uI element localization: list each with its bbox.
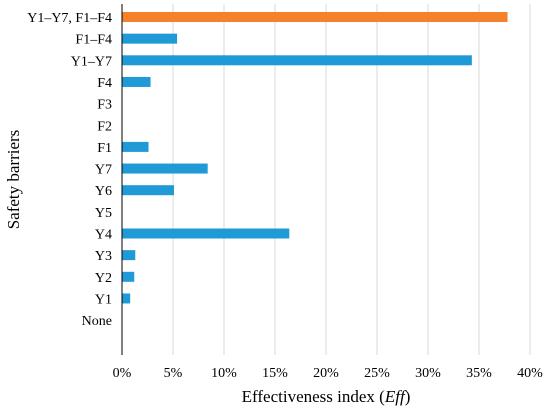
bars	[122, 12, 508, 304]
x-axis-title: Effectiveness index (Eff)	[242, 387, 411, 406]
bar-12	[122, 271, 135, 282]
bar-0	[122, 12, 508, 22]
bar-7	[122, 163, 208, 174]
x-axis-title-suffix: )	[405, 387, 411, 406]
bar-2	[122, 55, 472, 66]
y-axis-title: Safety barriers	[4, 130, 23, 230]
bar-6	[122, 141, 149, 152]
y-tick-label-8: Y6	[95, 184, 112, 199]
bar-10	[122, 228, 290, 239]
x-tick-label-2: 10%	[211, 366, 237, 381]
y-tick-label-2: Y1–Y7	[71, 54, 112, 69]
x-axis-title-em: Eff	[384, 387, 407, 406]
x-tick-labels: 0% 5% 10% 15% 20% 25% 30% 35% 40%	[113, 366, 544, 381]
y-tick-label-7: Y7	[95, 163, 112, 178]
x-axis-title-prefix: Effectiveness index (	[242, 387, 386, 406]
x-tick-label-7: 35%	[466, 366, 492, 381]
y-tick-label-11: Y3	[95, 249, 112, 264]
y-tick-label-14: None	[82, 314, 112, 329]
x-tick-label-0: 0%	[113, 366, 132, 381]
bar-8	[122, 185, 175, 196]
y-tick-label-4: F3	[97, 98, 112, 113]
bar-1	[122, 33, 178, 44]
y-tick-label-5: F2	[97, 119, 112, 134]
x-tick-label-5: 25%	[364, 366, 390, 381]
y-tick-label-1: F1–F4	[75, 33, 112, 48]
y-tick-labels: Y1–Y7, F1–F4 F1–F4 Y1–Y7 F4 F3 F2 F1 Y7 Y6 Y5 Y4 Y3…	[27, 11, 112, 329]
bar-11	[122, 250, 136, 261]
y-tick-label-0: Y1–Y7, F1–F4	[27, 11, 112, 26]
y-tick-label-6: F1	[97, 141, 112, 156]
x-tick-label-8: 40%	[517, 366, 543, 381]
x-tick-label-3: 15%	[262, 366, 288, 381]
bar-13	[122, 293, 131, 304]
x-tick-label-4: 20%	[313, 366, 339, 381]
x-tick-label-1: 5%	[164, 366, 183, 381]
y-tick-label-10: Y4	[95, 228, 112, 243]
y-tick-label-9: Y5	[95, 206, 112, 221]
y-tick-label-12: Y2	[95, 271, 112, 286]
y-tick-label-3: F4	[97, 76, 112, 91]
bar-3	[122, 76, 151, 87]
y-tick-label-13: Y1	[95, 292, 112, 307]
x-tick-label-6: 30%	[415, 366, 441, 381]
